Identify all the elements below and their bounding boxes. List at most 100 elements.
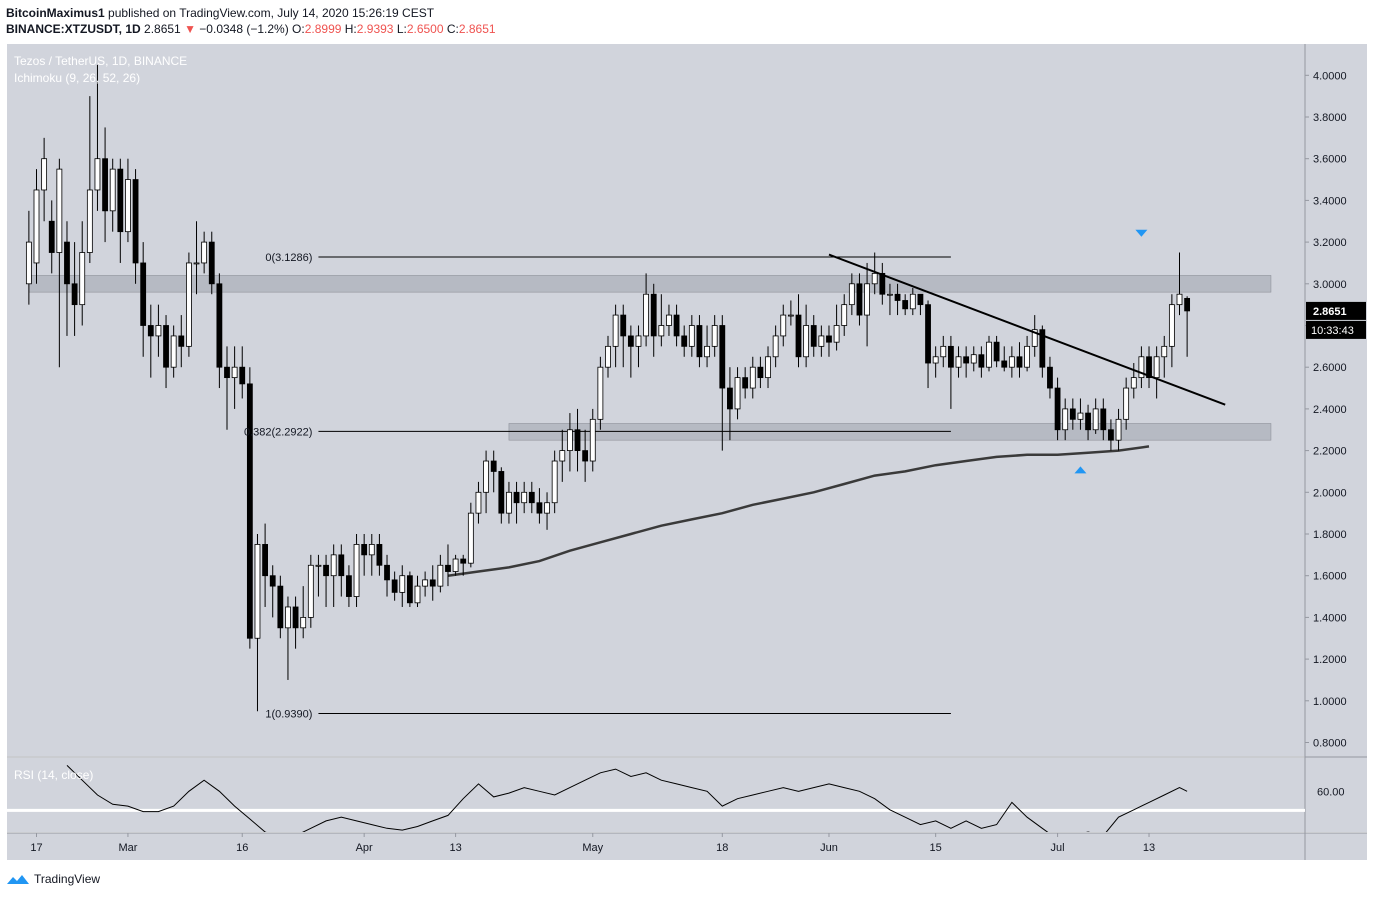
- candle-body: [871, 272, 878, 285]
- rsi-pane-bg: [7, 758, 1305, 832]
- x-tick-label: 17: [30, 842, 42, 854]
- candle-body: [536, 502, 543, 514]
- candle-body: [170, 335, 177, 368]
- candle-body: [1047, 366, 1053, 389]
- last-price: 2.8651: [144, 22, 181, 36]
- change-down-icon: ▼: [184, 22, 196, 36]
- candle-body: [711, 325, 718, 347]
- candle-body: [506, 491, 512, 514]
- candle-body: [970, 354, 977, 364]
- moving-average-line: [447, 445, 1150, 577]
- candle-body: [1184, 297, 1191, 312]
- candle-body: [833, 325, 840, 343]
- y-tick-label: 2.2000: [1313, 446, 1347, 458]
- candle-body: [71, 283, 78, 306]
- candle-body: [414, 585, 421, 604]
- indicator-label: Ichimoku (9, 26, 52, 26): [14, 71, 140, 85]
- candle-body: [879, 272, 886, 295]
- candle-body: [262, 544, 269, 577]
- candle-body: [932, 356, 939, 364]
- y-tick-label: 1.4000: [1313, 612, 1347, 624]
- candle-body: [1016, 356, 1023, 368]
- candle-body: [406, 575, 413, 604]
- candle-body: [86, 189, 93, 253]
- candle-body: [239, 366, 246, 385]
- price-chart[interactable]: 0(3.1286) 0.382(2.2922) 1(0.9390) Tezos / T…: [0, 44, 1375, 862]
- candle-body: [1123, 387, 1130, 420]
- candle-body: [1153, 356, 1160, 379]
- candle-body: [246, 383, 253, 639]
- candle-body: [948, 345, 954, 368]
- candle-body: [300, 617, 307, 629]
- publish-text: published on TradingView.com, July 14, 2…: [108, 6, 435, 20]
- candle-body: [307, 564, 314, 618]
- candle-body: [909, 293, 916, 310]
- candle-body: [612, 314, 619, 347]
- candle-body: [963, 356, 970, 364]
- y-tick-label: 3.4000: [1313, 195, 1347, 207]
- candle-body: [254, 544, 261, 639]
- tradingview-logo-icon: [7, 875, 29, 884]
- candle-body: [605, 345, 611, 368]
- candle-body: [597, 366, 604, 420]
- author-name[interactable]: BitcoinMaximus1: [6, 6, 105, 20]
- candle-body: [231, 366, 238, 379]
- candle-body: [841, 304, 848, 326]
- candle-body: [102, 158, 108, 212]
- low-value: 2.6500: [406, 22, 444, 36]
- candle-body: [1077, 412, 1084, 420]
- candle-body: [41, 158, 48, 191]
- open-value: 2.8999: [304, 22, 342, 36]
- candle-body: [810, 325, 817, 347]
- candle-body: [719, 325, 726, 389]
- x-tick-label: 13: [449, 842, 461, 854]
- candle-body: [498, 471, 505, 514]
- candle-body: [1100, 408, 1107, 431]
- candle-body: [56, 168, 63, 253]
- candle-body: [94, 158, 101, 191]
- candle-body: [368, 544, 375, 556]
- candle-body: [1176, 293, 1183, 306]
- candle-body: [132, 179, 139, 264]
- candle-body: [727, 387, 733, 410]
- candle-body: [292, 606, 299, 629]
- candle-body: [1161, 345, 1168, 358]
- fib-level-label-0: 0(3.1286): [265, 252, 312, 264]
- candle-body: [1168, 304, 1175, 347]
- candle-body: [620, 314, 627, 337]
- candle-body: [627, 335, 634, 347]
- candle-body: [658, 325, 665, 337]
- candle-body: [1092, 408, 1099, 431]
- candle-body: [559, 450, 566, 462]
- high-value: 2.9393: [356, 22, 394, 36]
- price-axis-bg: [1305, 44, 1367, 832]
- candle-body: [742, 377, 749, 389]
- candle-body: [201, 241, 208, 264]
- candle-body: [391, 579, 398, 593]
- candle-body: [109, 168, 116, 212]
- candle-body: [208, 241, 215, 285]
- candle-body: [1001, 360, 1008, 368]
- candle-body: [422, 579, 429, 587]
- y-tick-label: 3.8000: [1313, 112, 1347, 124]
- ohlc-line: BINANCE:XTZUSDT, 1D 2.8651 ▼ −0.0348 (−1…: [6, 22, 496, 36]
- candle-body: [666, 314, 672, 326]
- sell-marker-icon: [1135, 229, 1148, 237]
- candle-body: [216, 283, 223, 368]
- candle-body: [399, 575, 406, 593]
- countdown-label: 10:33:43: [1311, 325, 1354, 337]
- candle-body: [574, 429, 581, 452]
- candle-body: [140, 262, 147, 326]
- candle-body: [795, 314, 802, 358]
- candle-body: [787, 314, 794, 317]
- rsi-label: RSI (14, close): [14, 768, 93, 782]
- descending-trendline: [828, 253, 1226, 406]
- y-tick-label: 1.0000: [1313, 696, 1347, 708]
- candle-body: [757, 366, 764, 379]
- candle-body: [1008, 356, 1015, 368]
- y-tick-label: 4.0000: [1313, 70, 1347, 82]
- candle-body: [361, 544, 368, 556]
- candle-body: [185, 262, 192, 347]
- tradingview-brand[interactable]: TradingView: [34, 872, 101, 886]
- candle-body: [673, 314, 680, 337]
